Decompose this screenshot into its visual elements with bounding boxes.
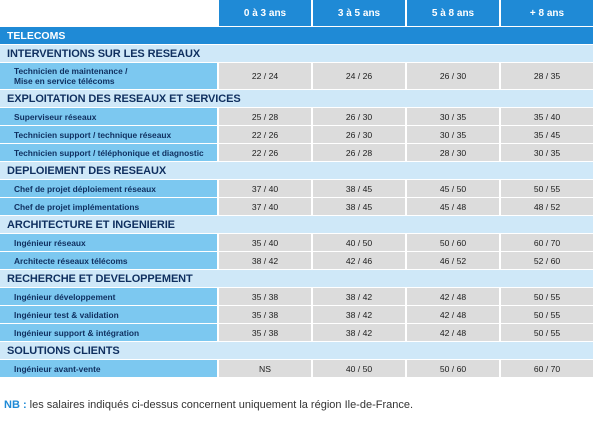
salary-cell: 22 / 26 xyxy=(219,126,311,143)
section-header: EXPLOITATION DES RESEAUX ET SERVICES xyxy=(0,90,593,107)
job-title: Technicien support / téléphonique et dia… xyxy=(0,144,217,161)
job-title: Chef de projet implémentations xyxy=(0,198,217,215)
salary-cell: 26 / 30 xyxy=(313,108,405,125)
footnote-prefix: NB : xyxy=(4,399,27,411)
salary-cell: 30 / 35 xyxy=(407,108,499,125)
footnote-text: les salaires indiqués ci-dessus concerne… xyxy=(26,399,414,411)
salary-cell: 30 / 35 xyxy=(501,144,593,161)
column-header: 0 à 3 ans xyxy=(219,0,311,26)
table-row: Architecte réseaux télécoms 38 / 42 42 / 4… xyxy=(0,252,593,269)
salary-table: 0 à 3 ans 3 à 5 ans 5 à 8 ans + 8 ans TE… xyxy=(0,0,593,377)
salary-cell: 26 / 28 xyxy=(313,144,405,161)
section-header: DEPLOIEMENT DES RESEAUX xyxy=(0,162,593,179)
table-row: Ingénieur test & validation 35 / 38 38 / 4… xyxy=(0,306,593,323)
salary-cell: 35 / 45 xyxy=(501,126,593,143)
salary-cell: 45 / 50 xyxy=(407,180,499,197)
table-row: Superviseur réseaux 25 / 28 26 / 30 30 / 35… xyxy=(0,108,593,125)
job-title: Ingénieur développement xyxy=(0,288,217,305)
salary-cell: 50 / 60 xyxy=(407,234,499,251)
header-corner xyxy=(0,0,217,26)
table-row: Technicien de maintenance / Mise en serv… xyxy=(0,63,593,89)
table-row: Ingénieur développement 35 / 38 38 / 42 42 … xyxy=(0,288,593,305)
table-row: Ingénieur support & intégration 35 / 38 38… xyxy=(0,324,593,341)
table-row: Technicien support / téléphonique et dia… xyxy=(0,144,593,161)
salary-cell: 60 / 70 xyxy=(501,234,593,251)
salary-cell: 35 / 40 xyxy=(501,108,593,125)
table-body: INTERVENTIONS SUR LES RESEAUX Technicien … xyxy=(0,45,593,377)
table-row: Ingénieur réseaux 35 / 40 40 / 50 50 / 60 60… xyxy=(0,234,593,251)
salary-cell: 52 / 60 xyxy=(501,252,593,269)
salary-cell: 38 / 42 xyxy=(313,324,405,341)
salary-cell: 50 / 55 xyxy=(501,180,593,197)
salary-cell: 46 / 52 xyxy=(407,252,499,269)
salary-cell: 30 / 35 xyxy=(407,126,499,143)
salary-cell: 25 / 28 xyxy=(219,108,311,125)
salary-cell: 38 / 42 xyxy=(313,306,405,323)
footnote: NB : les salaires indiqués ci-dessus con… xyxy=(4,399,413,411)
table-row: Technicien support / technique réseaux 22… xyxy=(0,126,593,143)
salary-cell: 38 / 45 xyxy=(313,180,405,197)
section-header: INTERVENTIONS SUR LES RESEAUX xyxy=(0,45,593,62)
salary-cell: 35 / 40 xyxy=(219,234,311,251)
salary-cell: 48 / 52 xyxy=(501,198,593,215)
job-title: Ingénieur avant-vente xyxy=(0,360,217,377)
salary-cell: 40 / 50 xyxy=(313,360,405,377)
column-header: + 8 ans xyxy=(501,0,593,26)
table-row: Ingénieur avant-vente NS 40 / 50 50 / 60 60 … xyxy=(0,360,593,377)
salary-cell: NS xyxy=(219,360,311,377)
salary-cell: 22 / 26 xyxy=(219,144,311,161)
salary-cell: 42 / 46 xyxy=(313,252,405,269)
section-header: ARCHITECTURE ET INGENIERIE xyxy=(0,216,593,233)
salary-cell: 42 / 48 xyxy=(407,288,499,305)
salary-cell: 35 / 38 xyxy=(219,324,311,341)
job-title: Technicien support / technique réseaux xyxy=(0,126,217,143)
job-title: Chef de projet déploiement réseaux xyxy=(0,180,217,197)
salary-cell: 42 / 48 xyxy=(407,306,499,323)
salary-cell: 35 / 38 xyxy=(219,288,311,305)
section-header: SOLUTIONS CLIENTS xyxy=(0,342,593,359)
job-title: Ingénieur réseaux xyxy=(0,234,217,251)
header-row: 0 à 3 ans 3 à 5 ans 5 à 8 ans + 8 ans xyxy=(0,0,593,26)
job-title: Ingénieur test & validation xyxy=(0,306,217,323)
category-header: TELECOMS xyxy=(0,27,593,44)
salary-cell: 40 / 50 xyxy=(313,234,405,251)
salary-cell: 50 / 55 xyxy=(501,324,593,341)
salary-cell: 22 / 24 xyxy=(219,63,311,89)
job-title: Architecte réseaux télécoms xyxy=(0,252,217,269)
salary-cell: 26 / 30 xyxy=(407,63,499,89)
table-row: Chef de projet déploiement réseaux 37 / 4… xyxy=(0,180,593,197)
salary-cell: 50 / 60 xyxy=(407,360,499,377)
salary-cell: 50 / 55 xyxy=(501,306,593,323)
job-title: Technicien de maintenance / Mise en serv… xyxy=(0,63,217,89)
salary-cell: 60 / 70 xyxy=(501,360,593,377)
salary-cell: 38 / 42 xyxy=(313,288,405,305)
salary-cell: 42 / 48 xyxy=(407,324,499,341)
section-header: RECHERCHE ET DEVELOPPEMENT xyxy=(0,270,593,287)
salary-cell: 50 / 55 xyxy=(501,288,593,305)
salary-cell: 37 / 40 xyxy=(219,198,311,215)
salary-cell: 28 / 30 xyxy=(407,144,499,161)
salary-cell: 45 / 48 xyxy=(407,198,499,215)
salary-cell: 37 / 40 xyxy=(219,180,311,197)
salary-cell: 26 / 30 xyxy=(313,126,405,143)
salary-cell: 24 / 26 xyxy=(313,63,405,89)
job-title: Superviseur réseaux xyxy=(0,108,217,125)
column-header: 5 à 8 ans xyxy=(407,0,499,26)
salary-cell: 35 / 38 xyxy=(219,306,311,323)
job-title: Ingénieur support & intégration xyxy=(0,324,217,341)
salary-cell: 38 / 42 xyxy=(219,252,311,269)
column-header: 3 à 5 ans xyxy=(313,0,405,26)
salary-cell: 28 / 35 xyxy=(501,63,593,89)
salary-cell: 38 / 45 xyxy=(313,198,405,215)
table-row: Chef de projet implémentations 37 / 40 38 … xyxy=(0,198,593,215)
